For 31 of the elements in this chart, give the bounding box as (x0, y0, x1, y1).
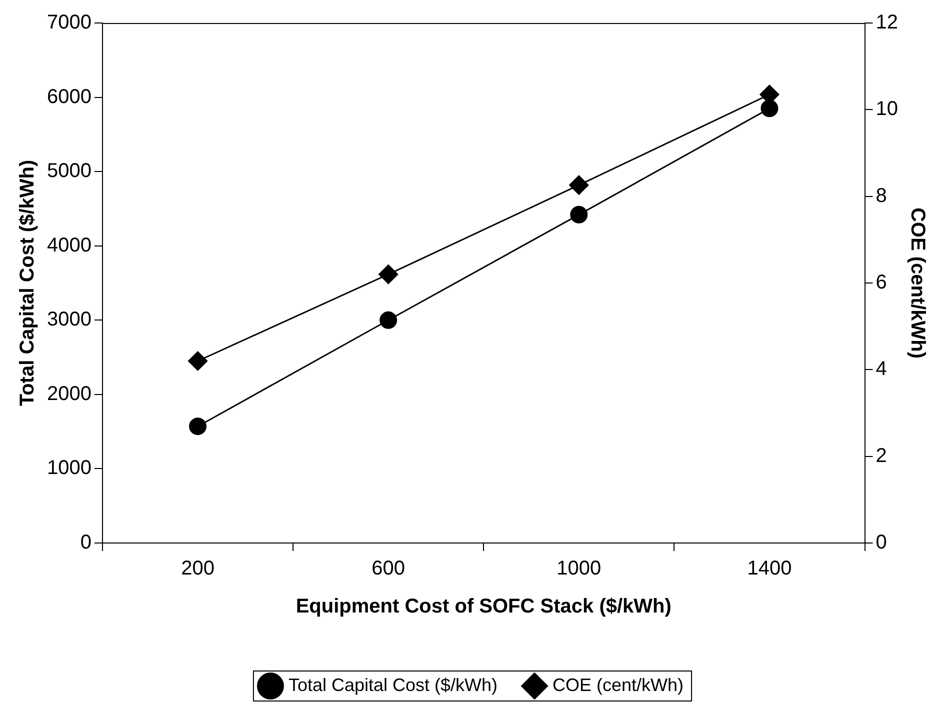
x-tick-label: 1400 (747, 558, 792, 580)
y2-tick-label: 8 (876, 184, 887, 207)
point (570, 206, 588, 224)
y-tick-label: 3000 (46, 308, 92, 331)
y2-tick-label: 4 (876, 358, 887, 380)
y2-tick-label: 6 (876, 272, 887, 294)
point (760, 100, 778, 118)
y2-axis-title: COE (cent/kWh) (906, 207, 928, 359)
point (378, 264, 398, 284)
point (380, 311, 398, 329)
x-axis-title: Equipment Cost of SOFC Stack ($/kWh) (296, 596, 672, 618)
y-tick-label: 2000 (46, 382, 92, 405)
y2-tick-label: 12 (876, 12, 898, 34)
y-tick-label: 0 (80, 532, 92, 554)
x-tick-label: 1000 (556, 558, 602, 580)
point (569, 175, 589, 195)
y-axis-title: Total Capital Cost ($/kWh) (16, 160, 39, 406)
legend-label: Total Capital Cost ($/kWh) (288, 674, 498, 695)
y-tick-label: 5000 (46, 160, 92, 182)
y-tick-label: 1000 (46, 457, 92, 480)
point (188, 351, 208, 371)
y2-tick-label: 10 (876, 98, 898, 120)
y2-tick-label: 2 (876, 444, 887, 467)
y2-tick-label: 0 (876, 532, 887, 554)
y-tick-label: 7000 (46, 12, 92, 34)
y-tick-label: 6000 (46, 86, 92, 108)
point (189, 418, 207, 436)
y-tick-label: 4000 (46, 234, 92, 256)
x-tick-label: 200 (181, 558, 214, 580)
x-tick-label: 600 (372, 558, 406, 580)
legend-label: COE (cent/kWh) (552, 674, 684, 695)
